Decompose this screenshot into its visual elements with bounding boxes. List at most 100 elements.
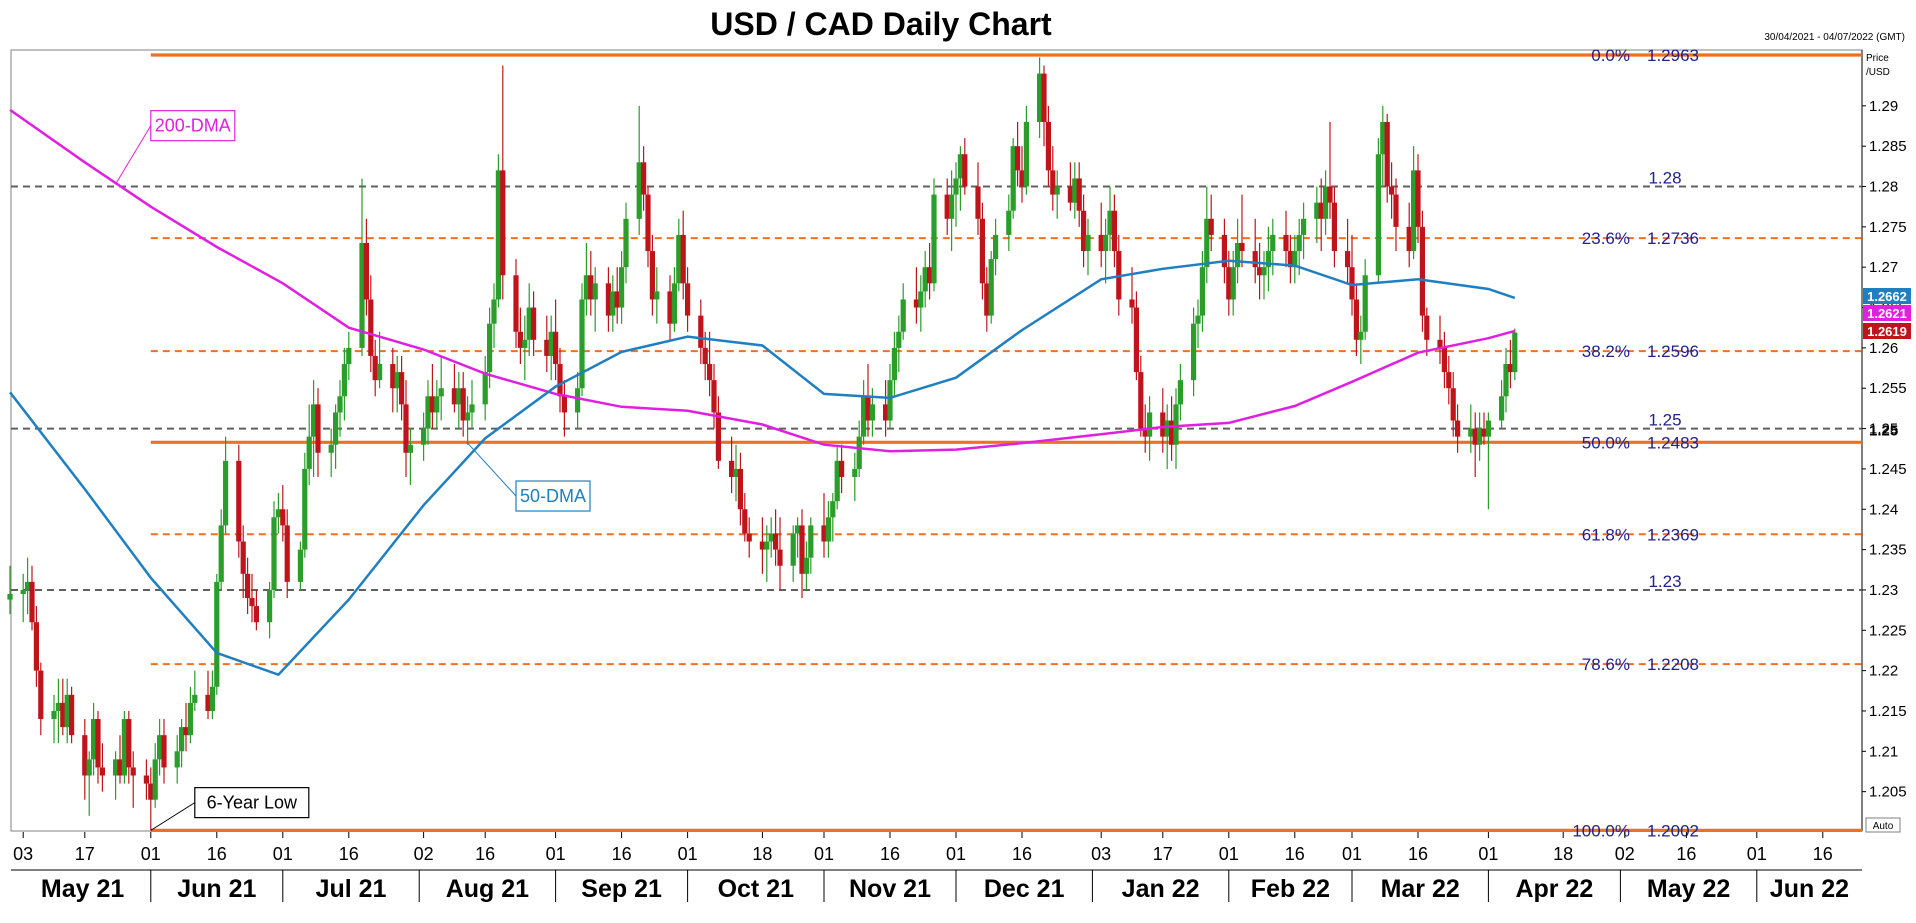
candle-body: [544, 339, 550, 356]
candle-body: [1507, 364, 1513, 373]
candle-body: [306, 436, 312, 469]
support-resistance-label: 1.28: [1648, 169, 1681, 188]
month-label: Dec 21: [984, 875, 1065, 903]
price-tag: [1863, 305, 1911, 321]
candle-body: [861, 396, 867, 437]
candle-body: [1419, 226, 1425, 316]
auto-scale-button[interactable]: [1865, 817, 1901, 833]
candle-body: [1499, 396, 1505, 421]
candle-body: [1380, 121, 1386, 155]
candle-body: [1296, 234, 1302, 252]
price-tick-label: 1.245: [1869, 461, 1907, 478]
candle-body: [1129, 299, 1135, 308]
candle-body: [1455, 420, 1461, 437]
candle-body: [865, 396, 871, 421]
fibonacci-value-label: 1.2369: [1647, 525, 1699, 544]
day-tick-label: 16: [339, 844, 359, 864]
candle-body: [799, 525, 805, 574]
fibonacci-percent-label: 23.6%: [1582, 229, 1630, 248]
candle-body: [1362, 275, 1368, 332]
candle-body: [649, 251, 655, 300]
candle-body: [1477, 428, 1483, 445]
candle-body: [979, 218, 985, 284]
day-tick-label: 16: [1676, 844, 1696, 864]
candle-body: [579, 299, 585, 389]
candle-body: [777, 549, 783, 566]
candle-body: [1481, 428, 1487, 437]
candle-body: [733, 468, 739, 477]
price-tick-label: 1.25: [1869, 421, 1898, 438]
candle-body: [209, 686, 215, 711]
candle-body: [1393, 194, 1399, 227]
candle-body: [394, 372, 400, 389]
candle-body: [830, 501, 836, 518]
fibonacci-value-label: 1.2736: [1647, 229, 1699, 248]
candle-body: [86, 759, 92, 776]
support-resistance-label: 1.25: [1648, 411, 1681, 430]
candle-body: [1485, 420, 1491, 437]
fibonacci-percent-label: 50.0%: [1582, 433, 1630, 452]
month-label: Jun 21: [177, 875, 256, 903]
candle-body: [148, 783, 154, 800]
day-tick-label: 16: [1285, 844, 1305, 864]
candle-body: [553, 331, 559, 365]
annotation-pointer: [150, 802, 196, 831]
candle-body: [157, 735, 163, 760]
candle-body: [1133, 307, 1139, 373]
month-label: Jul 21: [316, 875, 387, 903]
candle-body: [962, 154, 968, 187]
candle-body: [773, 533, 779, 550]
candle-body: [949, 194, 955, 219]
candle-body: [522, 339, 528, 348]
candle-body: [619, 267, 625, 308]
day-tick-label: 03: [13, 844, 33, 864]
price-unit-label: Price: [1866, 53, 1889, 64]
candle-body: [126, 719, 132, 768]
candle-body: [359, 242, 365, 348]
candle-body: [1446, 372, 1452, 389]
day-tick-label: 01: [1747, 844, 1767, 864]
price-tag: [1863, 323, 1911, 339]
candle-body: [275, 509, 281, 518]
annotation-box: [150, 110, 236, 142]
day-tick-label: 01: [678, 844, 698, 864]
annotation-text: 50-DMA: [520, 486, 586, 506]
candle-body: [99, 767, 105, 776]
price-tick-label: 1.275: [1869, 219, 1907, 236]
candle-body: [1252, 251, 1258, 268]
fibonacci-percent-label: 0.0%: [1591, 46, 1630, 65]
candle-body: [1437, 339, 1443, 348]
candle-body: [407, 444, 413, 453]
candle-body: [729, 460, 735, 477]
candle-body: [482, 372, 488, 405]
day-tick-label: 01: [946, 844, 966, 864]
candle-body: [707, 364, 713, 381]
candle-body: [561, 396, 567, 413]
auto-scale-label: Auto: [1873, 821, 1894, 832]
month-label: Oct 21: [718, 875, 795, 903]
candle-body: [1415, 170, 1421, 227]
candle-body: [918, 291, 924, 308]
candle-body: [975, 186, 981, 219]
candle-body: [1138, 372, 1144, 429]
candle-body: [451, 388, 457, 405]
candle-body: [1512, 332, 1518, 373]
candle-body: [1265, 251, 1271, 268]
candle-body: [1257, 267, 1263, 276]
candle-body: [152, 759, 158, 800]
candle-body: [223, 460, 229, 526]
candle-body: [1054, 186, 1060, 195]
candle-body: [333, 412, 339, 445]
candle-body: [267, 589, 273, 623]
price-unit-label-2: /USD: [1866, 67, 1890, 78]
candlesticks: [7, 57, 1518, 831]
candle-body: [759, 541, 765, 550]
candle-body: [1010, 146, 1016, 211]
price-tag-label: 1.2621: [1867, 306, 1907, 321]
candle-body: [487, 323, 493, 373]
candle-body: [1424, 315, 1430, 340]
candle-body: [1389, 186, 1395, 195]
candle-body: [1098, 234, 1104, 252]
candle-body: [284, 525, 290, 582]
